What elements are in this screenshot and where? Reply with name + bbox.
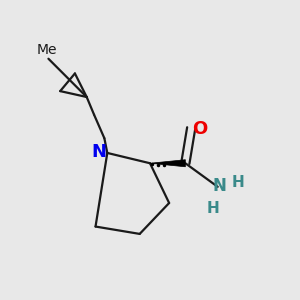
Text: O: O <box>192 120 207 138</box>
Text: N: N <box>212 177 226 195</box>
Text: N: N <box>91 143 106 161</box>
Polygon shape <box>150 160 185 167</box>
Text: H: H <box>232 175 245 190</box>
Text: H: H <box>207 201 220 216</box>
Text: Me: Me <box>37 44 57 58</box>
